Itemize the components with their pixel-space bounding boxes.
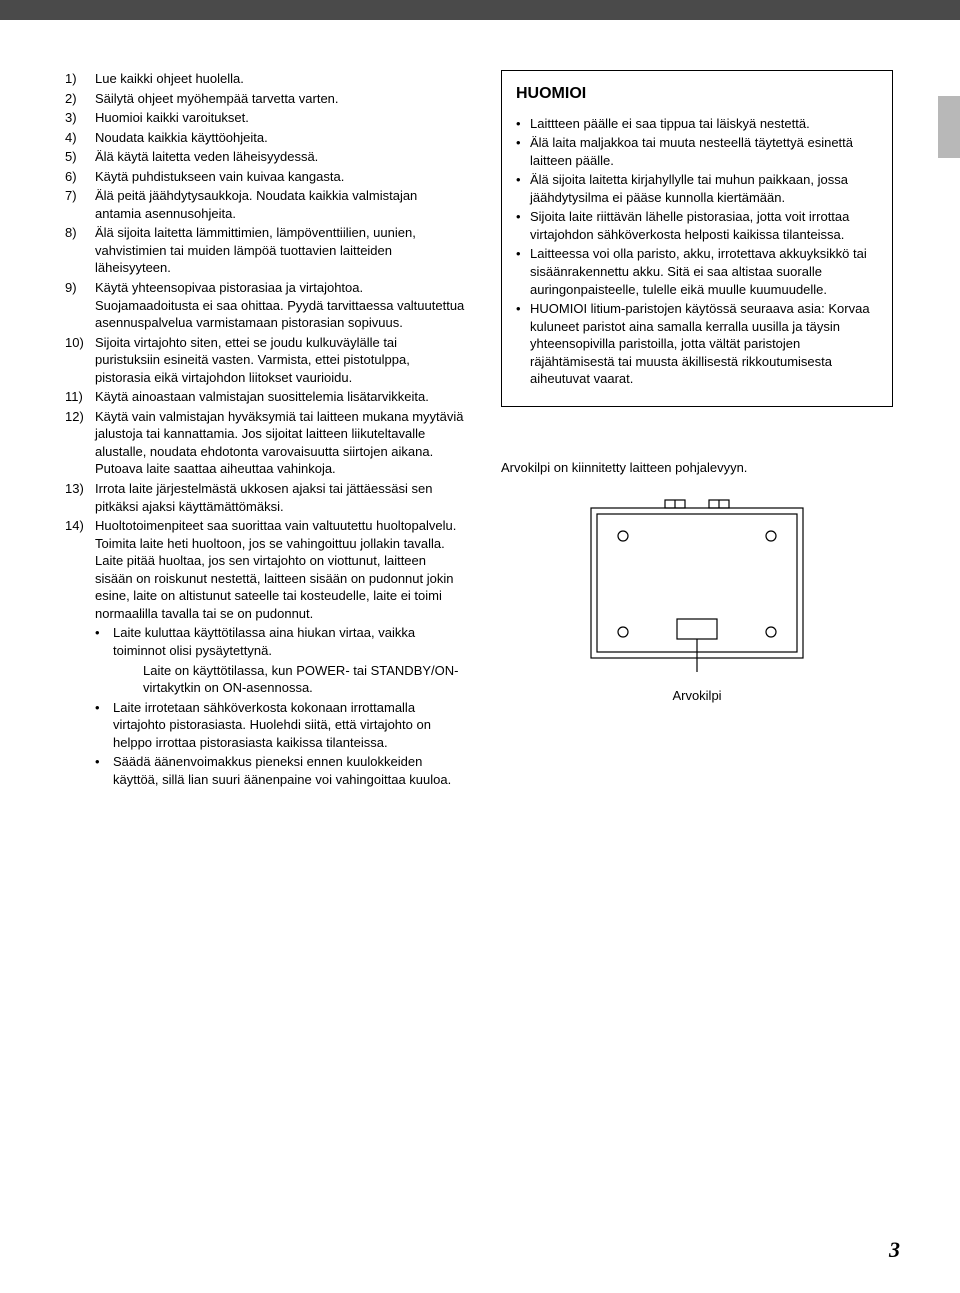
page-content: 1)Lue kaikki ohjeet huolella.2)Säilytä o… <box>0 20 960 830</box>
notice-item: HUOMIOI litium-paristojen käytössä seura… <box>516 300 878 388</box>
notice-text: Älä laita maljakkoa tai muuta nesteellä … <box>530 134 878 169</box>
right-column: HUOMIOI Laittteen päälle ei saa tippua t… <box>501 70 893 790</box>
notice-text: Sijoita laite riittävän lähelle pistoras… <box>530 208 878 243</box>
notice-text: Laittteen päälle ei saa tippua tai läisk… <box>530 115 878 133</box>
notice-item: Laitteessa voi olla paristo, akku, irrot… <box>516 245 878 298</box>
device-bottom-diagram <box>569 494 825 674</box>
bullet-text: Laite kuluttaa käyttötilassa aina hiukan… <box>113 624 465 659</box>
numbered-item: 13)Irrota laite järjestelmästä ukkosen a… <box>65 480 465 515</box>
item-text: Älä peitä jäähdytysaukkoja. Noudata kaik… <box>95 187 465 222</box>
side-tab <box>938 96 960 158</box>
numbered-item: 7)Älä peitä jäähdytysaukkoja. Noudata ka… <box>65 187 465 222</box>
item-number: 14) <box>65 517 95 622</box>
notice-item: Älä sijoita laitetta kirjahyllylle tai m… <box>516 171 878 206</box>
item-text: Käytä yhteensopivaa pistorasiaa ja virta… <box>95 279 465 332</box>
item-text: Säilytä ohjeet myöhempää tarvetta varten… <box>95 90 465 108</box>
item-number: 12) <box>65 408 95 478</box>
bullet-sub-text: Laite on käyttötilassa, kun POWER- tai S… <box>143 662 465 697</box>
item-text: Käytä ainoastaan valmistajan suosittelem… <box>95 388 465 406</box>
notice-title: HUOMIOI <box>516 83 878 105</box>
notice-item: Laittteen päälle ei saa tippua tai läisk… <box>516 115 878 133</box>
item-number: 2) <box>65 90 95 108</box>
numbered-item: 3)Huomioi kaikki varoitukset. <box>65 109 465 127</box>
item-number: 8) <box>65 224 95 277</box>
numbered-item: 1)Lue kaikki ohjeet huolella. <box>65 70 465 88</box>
notice-bullet-list: Laittteen päälle ei saa tippua tai läisk… <box>516 115 878 388</box>
item-number: 7) <box>65 187 95 222</box>
notice-item: Sijoita laite riittävän lähelle pistoras… <box>516 208 878 243</box>
numbered-item: 2)Säilytä ohjeet myöhempää tarvetta vart… <box>65 90 465 108</box>
item-text: Irrota laite järjestelmästä ukkosen ajak… <box>95 480 465 515</box>
numbered-instructions: 1)Lue kaikki ohjeet huolella.2)Säilytä o… <box>65 70 465 622</box>
diagram-label: Arvokilpi <box>501 687 893 705</box>
item-number: 13) <box>65 480 95 515</box>
left-column: 1)Lue kaikki ohjeet huolella.2)Säilytä o… <box>65 70 465 790</box>
item-number: 11) <box>65 388 95 406</box>
item-number: 3) <box>65 109 95 127</box>
item-number: 6) <box>65 168 95 186</box>
item-number: 4) <box>65 129 95 147</box>
notice-text: Laitteessa voi olla paristo, akku, irrot… <box>530 245 878 298</box>
item-text: Älä käytä laitetta veden läheisyydessä. <box>95 148 465 166</box>
notice-text: Älä sijoita laitetta kirjahyllylle tai m… <box>530 171 878 206</box>
page-number: 3 <box>889 1235 900 1265</box>
bullet-item: Laite kuluttaa käyttötilassa aina hiukan… <box>95 624 465 659</box>
numbered-item: 8)Älä sijoita laitetta lämmittimien, läm… <box>65 224 465 277</box>
numbered-item: 5)Älä käytä laitetta veden läheisyydessä… <box>65 148 465 166</box>
numbered-item: 11)Käytä ainoastaan valmistajan suositte… <box>65 388 465 406</box>
notice-item: Älä laita maljakkoa tai muuta nesteellä … <box>516 134 878 169</box>
item-text: Älä sijoita laitetta lämmittimien, lämpö… <box>95 224 465 277</box>
item-number: 9) <box>65 279 95 332</box>
bullet-text: Laite irrotetaan sähköverkosta kokonaan … <box>113 699 465 752</box>
item-number: 1) <box>65 70 95 88</box>
item-number: 5) <box>65 148 95 166</box>
item-text: Käytä puhdistukseen vain kuivaa kangasta… <box>95 168 465 186</box>
item-text: Sijoita virtajohto siten, ettei se joudu… <box>95 334 465 387</box>
bullet-text: Säädä äänenvoimakkus pieneksi ennen kuul… <box>113 753 465 788</box>
notice-text: HUOMIOI litium-paristojen käytössä seura… <box>530 300 878 388</box>
numbered-item: 4)Noudata kaikkia käyttöohjeita. <box>65 129 465 147</box>
top-header-bar <box>0 0 960 20</box>
notice-box: HUOMIOI Laittteen päälle ei saa tippua t… <box>501 70 893 407</box>
numbered-item: 6)Käytä puhdistukseen vain kuivaa kangas… <box>65 168 465 186</box>
item-text: Lue kaikki ohjeet huolella. <box>95 70 465 88</box>
numbered-item: 9)Käytä yhteensopivaa pistorasiaa ja vir… <box>65 279 465 332</box>
left-bullet-list: Laite kuluttaa käyttötilassa aina hiukan… <box>95 624 465 788</box>
numbered-item: 14)Huoltotoimenpiteet saa suorittaa vain… <box>65 517 465 622</box>
bullet-item: Säädä äänenvoimakkus pieneksi ennen kuul… <box>95 753 465 788</box>
diagram-container: Arvokilpi <box>501 494 893 704</box>
numbered-item: 10)Sijoita virtajohto siten, ettei se jo… <box>65 334 465 387</box>
item-text: Noudata kaikkia käyttöohjeita. <box>95 129 465 147</box>
item-text: Huomioi kaikki varoitukset. <box>95 109 465 127</box>
item-text: Huoltotoimenpiteet saa suorittaa vain va… <box>95 517 465 622</box>
item-number: 10) <box>65 334 95 387</box>
diagram-caption: Arvokilpi on kiinnitetty laitteen pohjal… <box>501 459 893 477</box>
numbered-item: 12)Käytä vain valmistajan hyväksymiä tai… <box>65 408 465 478</box>
item-text: Käytä vain valmistajan hyväksymiä tai la… <box>95 408 465 478</box>
bullet-item: Laite irrotetaan sähköverkosta kokonaan … <box>95 699 465 752</box>
